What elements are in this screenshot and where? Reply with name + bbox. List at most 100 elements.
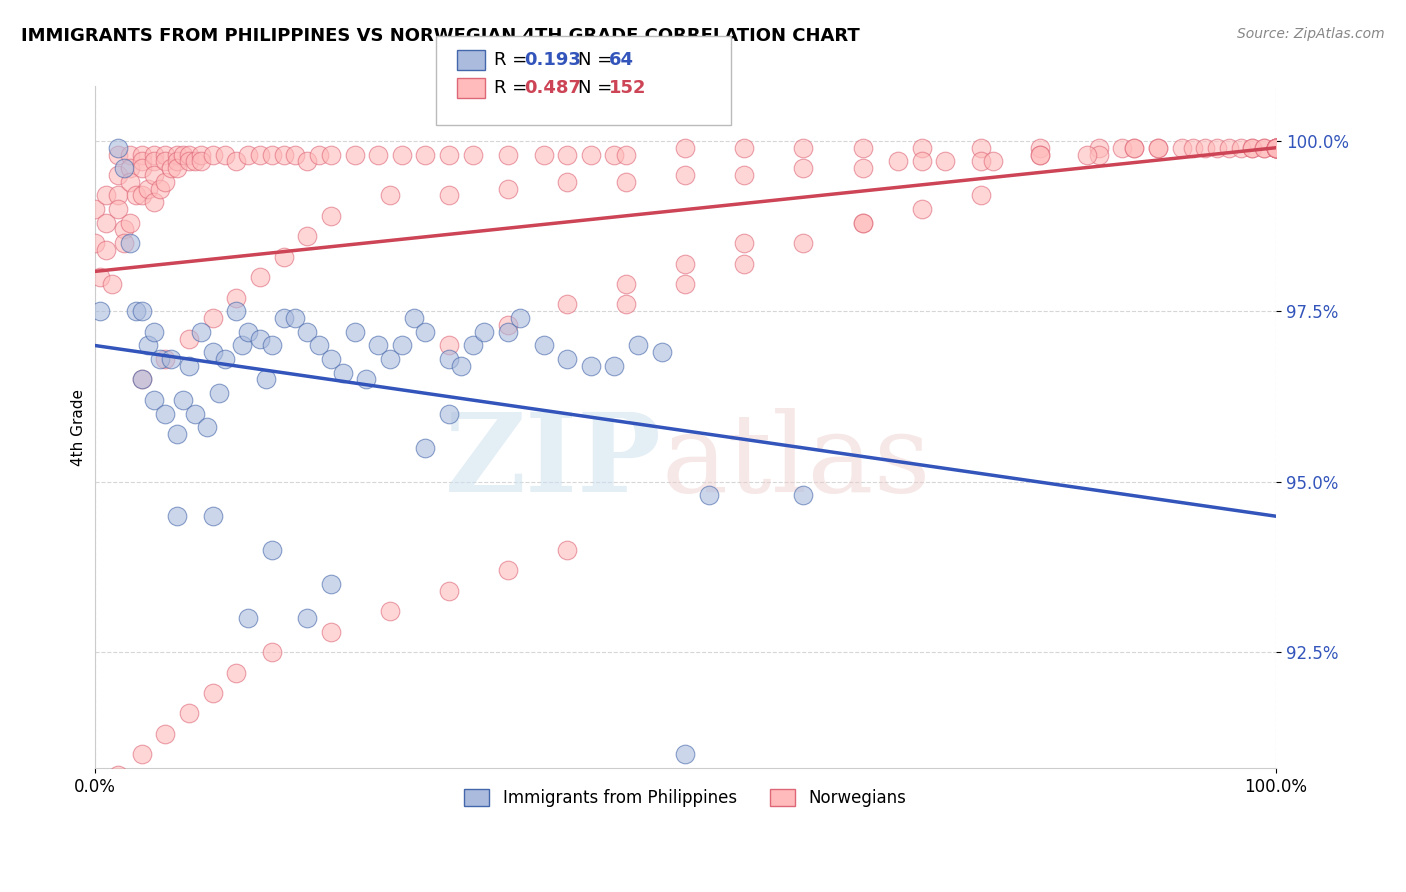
Point [297, 154, 319, 169]
Point [1194, 141, 1216, 155]
Point [319, 351, 342, 366]
Text: Source: ZipAtlas.com: Source: ZipAtlas.com [1237, 27, 1385, 41]
Point [509, 311, 531, 326]
Point [83, 202, 105, 216]
Point [851, 216, 873, 230]
Point [166, 147, 188, 161]
Point [284, 147, 307, 161]
Point [1029, 147, 1052, 161]
Point [555, 147, 578, 161]
Point [184, 407, 207, 421]
Point [136, 181, 159, 195]
Point [970, 154, 993, 169]
Point [308, 338, 330, 352]
Point [107, 168, 129, 182]
Point [112, 236, 135, 251]
Point [934, 154, 956, 169]
Point [603, 359, 626, 373]
Point [107, 141, 129, 155]
Point [319, 624, 342, 639]
Point [231, 338, 253, 352]
Point [614, 297, 637, 311]
Point [733, 168, 755, 182]
Point [391, 338, 413, 352]
Point [214, 351, 236, 366]
Point [378, 351, 401, 366]
Point [1088, 147, 1111, 161]
Point [792, 141, 814, 155]
Point [1123, 141, 1146, 155]
Point [1076, 147, 1098, 161]
Point [201, 508, 224, 523]
Point [1265, 141, 1288, 155]
Point [970, 141, 993, 155]
Point [273, 311, 295, 326]
Point [496, 563, 519, 577]
Point [131, 147, 153, 161]
Point [673, 168, 696, 182]
Point [155, 407, 177, 421]
Point [142, 154, 165, 169]
Point [249, 147, 271, 161]
Point [673, 277, 696, 291]
Point [214, 147, 236, 161]
Point [131, 372, 153, 386]
Point [155, 147, 177, 161]
Point [142, 392, 165, 407]
Point [1123, 141, 1146, 155]
Point [437, 188, 460, 202]
Point [177, 706, 200, 721]
Point [1147, 141, 1170, 155]
Point [792, 161, 814, 176]
Point [1253, 141, 1275, 155]
Point [249, 270, 271, 285]
Point [1241, 141, 1264, 155]
Point [107, 188, 129, 202]
Point [260, 542, 283, 557]
Point [297, 229, 319, 244]
Point [225, 291, 247, 305]
Point [155, 727, 177, 741]
Point [627, 338, 650, 352]
Point [437, 351, 460, 366]
Point [437, 147, 460, 161]
Point [733, 236, 755, 251]
Point [131, 161, 153, 176]
Point [614, 277, 637, 291]
Point [356, 372, 378, 386]
Point [319, 577, 342, 591]
Point [83, 236, 105, 251]
Point [190, 147, 212, 161]
Point [1206, 141, 1229, 155]
Point [177, 154, 200, 169]
Point [319, 147, 342, 161]
Point [273, 250, 295, 264]
Point [496, 181, 519, 195]
Point [131, 304, 153, 318]
Point [273, 147, 295, 161]
Point [107, 768, 129, 782]
Point [142, 168, 165, 182]
Point [208, 386, 231, 401]
Point [131, 188, 153, 202]
Text: IMMIGRANTS FROM PHILIPPINES VS NORWEGIAN 4TH GRADE CORRELATION CHART: IMMIGRANTS FROM PHILIPPINES VS NORWEGIAN… [21, 27, 860, 45]
Point [1265, 141, 1288, 155]
Point [733, 256, 755, 270]
Text: N =: N = [578, 79, 617, 97]
Point [177, 332, 200, 346]
Point [911, 154, 934, 169]
Point [673, 747, 696, 762]
Point [332, 366, 354, 380]
Point [792, 488, 814, 502]
Point [172, 147, 194, 161]
Point [238, 325, 260, 339]
Point [555, 542, 578, 557]
Point [297, 325, 319, 339]
Text: 152: 152 [609, 79, 647, 97]
Point [125, 304, 148, 318]
Point [1088, 141, 1111, 155]
Point [225, 154, 247, 169]
Point [697, 488, 720, 502]
Point [415, 325, 437, 339]
Point [474, 325, 496, 339]
